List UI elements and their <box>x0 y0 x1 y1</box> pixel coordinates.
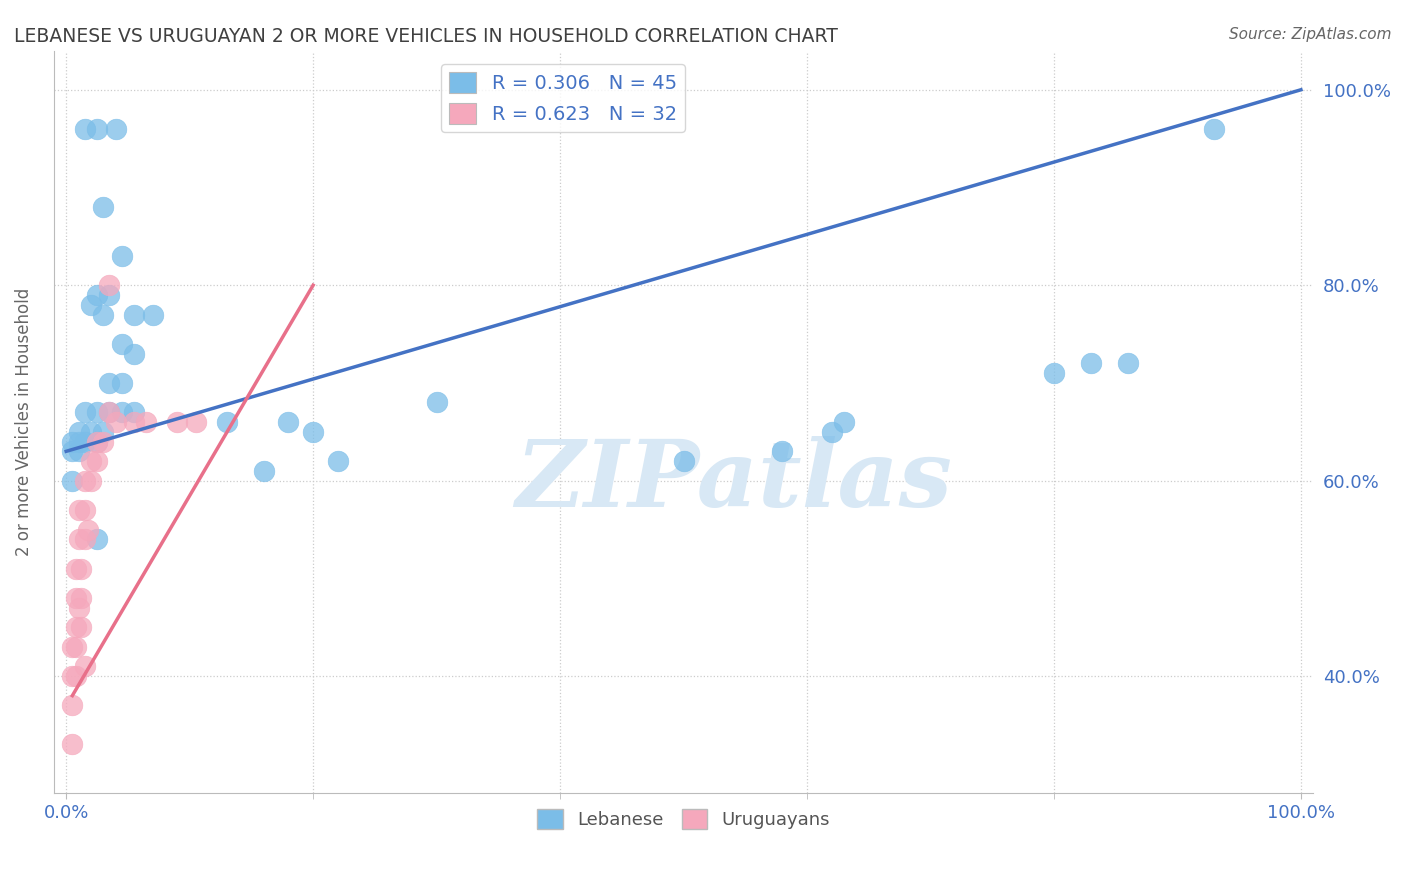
Point <box>73 533 96 547</box>
Legend: Lebanese, Uruguayans: Lebanese, Uruguayans <box>530 802 837 837</box>
Point <box>821 425 844 439</box>
Point <box>1204 121 1226 136</box>
Text: ZIPatlas: ZIPatlas <box>516 436 952 526</box>
Point <box>70 620 93 634</box>
Point <box>80 454 103 468</box>
Point <box>60 474 83 488</box>
Point <box>60 444 83 458</box>
Point <box>98 405 121 419</box>
Point <box>91 308 114 322</box>
Point <box>86 288 108 302</box>
Point <box>215 415 238 429</box>
Point <box>73 474 96 488</box>
Point <box>91 200 114 214</box>
Text: Source: ZipAtlas.com: Source: ZipAtlas.com <box>1229 27 1392 42</box>
Point <box>73 503 96 517</box>
Point <box>253 464 276 478</box>
Point <box>67 425 90 439</box>
Point <box>60 640 83 654</box>
Point <box>111 376 134 390</box>
Point <box>60 738 83 752</box>
Point <box>122 346 145 360</box>
Point <box>98 288 121 302</box>
Point <box>60 669 83 683</box>
Point <box>111 405 134 419</box>
Point <box>104 415 127 429</box>
Point <box>80 298 103 312</box>
Point <box>98 278 121 293</box>
Point <box>86 434 108 449</box>
Point <box>73 121 96 136</box>
Point <box>77 523 100 537</box>
Point <box>60 698 83 713</box>
Point <box>111 336 134 351</box>
Point <box>60 434 83 449</box>
Point <box>86 121 108 136</box>
Point <box>104 121 127 136</box>
Point <box>67 434 90 449</box>
Point <box>122 308 145 322</box>
Point <box>67 600 90 615</box>
Point <box>184 415 207 429</box>
Point <box>80 425 103 439</box>
Point <box>70 591 93 605</box>
Point <box>770 444 793 458</box>
Point <box>65 561 87 575</box>
Point <box>86 533 108 547</box>
Point <box>65 640 87 654</box>
Point <box>73 434 96 449</box>
Point <box>142 308 165 322</box>
Point <box>73 659 96 673</box>
Point <box>65 620 87 634</box>
Point <box>98 405 121 419</box>
Point <box>672 454 695 468</box>
Point <box>302 425 325 439</box>
Text: LEBANESE VS URUGUAYAN 2 OR MORE VEHICLES IN HOUSEHOLD CORRELATION CHART: LEBANESE VS URUGUAYAN 2 OR MORE VEHICLES… <box>14 27 838 45</box>
Point <box>65 669 87 683</box>
Point <box>86 434 108 449</box>
Point <box>86 454 108 468</box>
Point <box>91 425 114 439</box>
Point <box>326 454 349 468</box>
Point <box>67 503 90 517</box>
Point <box>67 533 90 547</box>
Y-axis label: 2 or more Vehicles in Household: 2 or more Vehicles in Household <box>15 288 32 556</box>
Point <box>65 591 87 605</box>
Point <box>277 415 299 429</box>
Point <box>1080 356 1102 370</box>
Point <box>67 444 90 458</box>
Point <box>1116 356 1139 370</box>
Point <box>80 474 103 488</box>
Point <box>1043 366 1066 380</box>
Point <box>122 405 145 419</box>
Point <box>91 434 114 449</box>
Point <box>426 395 449 409</box>
Point <box>70 561 93 575</box>
Point <box>86 405 108 419</box>
Point <box>135 415 157 429</box>
Point <box>98 376 121 390</box>
Point <box>832 415 855 429</box>
Point <box>122 415 145 429</box>
Point <box>111 249 134 263</box>
Point <box>166 415 188 429</box>
Point <box>73 405 96 419</box>
